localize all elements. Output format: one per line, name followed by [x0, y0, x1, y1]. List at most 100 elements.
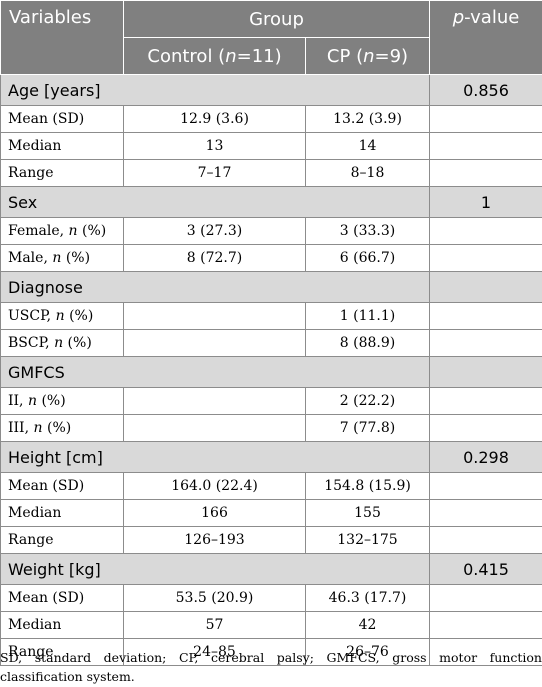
section-row: Age [years] 0.856 [0, 74, 542, 106]
cp-value: 132–175 [305, 526, 430, 554]
row-label: Range [0, 526, 124, 554]
cp-value: 155 [305, 499, 430, 527]
pvalue-empty [429, 526, 542, 554]
pvalue-empty [429, 584, 542, 612]
pvalue-header: p-value [429, 0, 542, 75]
pvalue-empty [429, 217, 542, 245]
section-pvalue: 0.415 [429, 553, 542, 585]
pvalue-empty [429, 159, 542, 187]
table-row: III, n (%) 7 (77.8) [0, 414, 542, 442]
row-label: Mean (SD) [0, 105, 124, 133]
cp-value: 6 (66.7) [305, 244, 430, 272]
section-row: GMFCS [0, 356, 542, 388]
table-row: Female, n (%) 3 (27.3) 3 (33.3) [0, 217, 542, 245]
section-pvalue [429, 356, 542, 388]
section-pvalue: 0.298 [429, 441, 542, 473]
row-label: Median [0, 499, 124, 527]
pvalue-empty [429, 244, 542, 272]
pvalue-empty [429, 387, 542, 415]
pvalue-p: p [452, 7, 465, 28]
row-label: II, n (%) [0, 387, 124, 415]
row-label: USCP, n (%) [0, 302, 124, 330]
section-row: Height [cm] 0.298 [0, 441, 542, 473]
cp-value: 8 (88.9) [305, 329, 430, 357]
row-label: III, n (%) [0, 414, 124, 442]
table-row: Mean (SD) 12.9 (3.6) 13.2 (3.9) [0, 105, 542, 133]
row-label: BSCP, n (%) [0, 329, 124, 357]
table-row: USCP, n (%) 1 (11.1) [0, 302, 542, 330]
control-value [123, 329, 306, 357]
control-value: 57 [123, 611, 306, 639]
table-row: Male, n (%) 8 (72.7) 6 (66.7) [0, 244, 542, 272]
row-label: Range [0, 638, 124, 666]
control-value: 12.9 (3.6) [123, 105, 306, 133]
control-value: 53.5 (20.9) [123, 584, 306, 612]
pvalue-empty [429, 302, 542, 330]
section-title: Age [years] [0, 74, 430, 106]
table-row: Range 126–193 132–175 [0, 526, 542, 554]
header-row-2: Control (n=11) CP (n=9) [1, 37, 542, 75]
pvalue-empty [429, 638, 542, 666]
row-label: Mean (SD) [0, 472, 124, 500]
section-pvalue: 0.856 [429, 74, 542, 106]
cp-header: CP (n=9) [305, 37, 430, 75]
cp-value: 2 (22.2) [305, 387, 430, 415]
section-title: Diagnose [0, 271, 430, 303]
pvalue-empty [429, 329, 542, 357]
table-row: Range 7–17 8–18 [0, 159, 542, 187]
pvalue-empty [429, 105, 542, 133]
section-title: Weight [kg] [0, 553, 430, 585]
cp-value: 14 [305, 132, 430, 160]
cp-value: 154.8 (15.9) [305, 472, 430, 500]
cp-value: 13.2 (3.9) [305, 105, 430, 133]
control-value: 8 (72.7) [123, 244, 306, 272]
row-label: Male, n (%) [0, 244, 124, 272]
control-value: 3 (27.3) [123, 217, 306, 245]
table-row: Median 166 155 [0, 499, 542, 527]
pvalue-empty [429, 499, 542, 527]
pvalue-empty [429, 414, 542, 442]
control-value: 126–193 [123, 526, 306, 554]
row-label: Female, n (%) [0, 217, 124, 245]
row-label: Median [0, 611, 124, 639]
row-label: Mean (SD) [0, 584, 124, 612]
pvalue-rest: -value [464, 7, 520, 28]
control-value: 7–17 [123, 159, 306, 187]
header-row-1: Variables Group p-value [0, 0, 542, 75]
table-row: Mean (SD) 53.5 (20.9) 46.3 (17.7) [0, 584, 542, 612]
section-pvalue [429, 271, 542, 303]
cp-value: 8–18 [305, 159, 430, 187]
section-title: Sex [0, 186, 430, 218]
group-header: Group [123, 0, 430, 38]
control-header: Control (n=11) [123, 37, 306, 75]
control-value [123, 414, 306, 442]
table-body: Age [years] 0.856 Mean (SD) 12.9 (3.6) 13.2 … [0, 74, 542, 666]
table-row: Mean (SD) 164.0 (22.4) 154.8 (15.9) [0, 472, 542, 500]
section-title: Height [cm] [0, 441, 430, 473]
pvalue-empty [429, 132, 542, 160]
table-row: II, n (%) 2 (22.2) [0, 387, 542, 415]
control-value: 13 [123, 132, 306, 160]
demographics-table: Variables Group p-value Control (n=11) C… [0, 0, 542, 666]
cp-value: 7 (77.8) [305, 414, 430, 442]
row-label: Median [0, 132, 124, 160]
variables-header: Variables [0, 0, 124, 75]
section-row: Weight [kg] 0.415 [0, 553, 542, 585]
pvalue-empty [429, 611, 542, 639]
table-row: Range 24–85 26–76 [0, 638, 542, 666]
control-value: 166 [123, 499, 306, 527]
section-title: GMFCS [0, 356, 430, 388]
table-row: Median 57 42 [0, 611, 542, 639]
cp-value: 1 (11.1) [305, 302, 430, 330]
cp-value: 3 (33.3) [305, 217, 430, 245]
table-footnote: SD, standard deviation; CP, cerebral pal… [0, 650, 542, 684]
cp-value: 26–76 [305, 638, 430, 666]
section-row: Sex 1 [0, 186, 542, 218]
control-value [123, 302, 306, 330]
pvalue-empty [429, 472, 542, 500]
control-value [123, 387, 306, 415]
section-row: Diagnose [0, 271, 542, 303]
row-label: Range [0, 159, 124, 187]
section-pvalue: 1 [429, 186, 542, 218]
control-value: 24–85 [123, 638, 306, 666]
